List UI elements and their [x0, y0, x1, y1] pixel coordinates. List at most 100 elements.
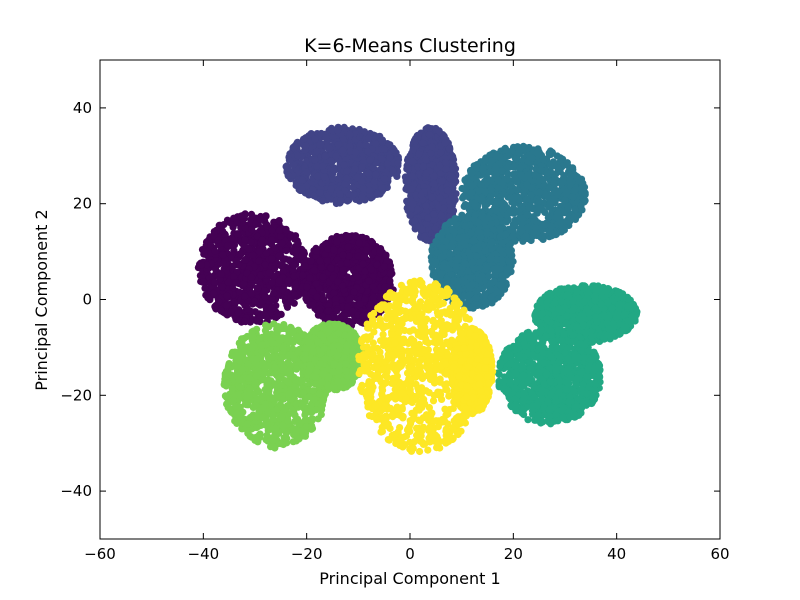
- data-point: [428, 143, 436, 151]
- data-point: [346, 130, 354, 139]
- data-point: [330, 166, 338, 174]
- data-point: [372, 170, 380, 179]
- data-point: [309, 288, 317, 296]
- data-point: [218, 283, 227, 291]
- data-point: [404, 165, 412, 173]
- data-point: [386, 277, 394, 285]
- data-point: [282, 226, 290, 235]
- data-point: [522, 232, 530, 240]
- data-point: [409, 200, 417, 208]
- data-point: [492, 164, 500, 172]
- data-point: [487, 196, 495, 204]
- data-point: [319, 162, 327, 170]
- data-point: [422, 156, 430, 164]
- data-point: [380, 145, 389, 153]
- data-point: [300, 248, 308, 256]
- data-point: [199, 278, 207, 286]
- data-point: [364, 169, 372, 177]
- data-point: [531, 171, 539, 179]
- data-point: [408, 157, 417, 165]
- data-point: [270, 289, 278, 297]
- data-point: [364, 148, 372, 156]
- data-point: [481, 188, 489, 196]
- data-point: [525, 203, 533, 212]
- data-point: [200, 247, 208, 256]
- data-point: [430, 180, 438, 188]
- data-point: [197, 261, 205, 269]
- data-point: [247, 273, 256, 281]
- data-point: [275, 217, 283, 225]
- data-point: [345, 317, 353, 325]
- data-point: [292, 246, 300, 255]
- data-point: [303, 283, 311, 291]
- data-point: [435, 127, 443, 135]
- data-point: [318, 312, 326, 320]
- data-point: [539, 176, 547, 184]
- data-point: [556, 154, 564, 162]
- data-point: [554, 209, 562, 217]
- data-point: [376, 247, 384, 255]
- data-point: [539, 156, 548, 164]
- data-point: [344, 243, 352, 251]
- data-point: [201, 284, 209, 292]
- data-point: [547, 222, 555, 230]
- data-point: [234, 309, 243, 317]
- data-point: [350, 288, 358, 296]
- data-point: [437, 212, 445, 220]
- data-point: [487, 176, 495, 184]
- data-point: [223, 301, 231, 309]
- data-point: [505, 152, 513, 160]
- data-point: [518, 225, 526, 233]
- data-point: [310, 192, 318, 200]
- data-point: [390, 146, 398, 154]
- data-point: [355, 239, 363, 247]
- data-point: [333, 307, 341, 315]
- data-point: [566, 175, 574, 183]
- data-point: [333, 238, 341, 246]
- data-point: [229, 262, 237, 270]
- data-point: [310, 266, 318, 274]
- data-point: [419, 162, 427, 171]
- data-point: [275, 277, 283, 285]
- data-point: [241, 292, 249, 301]
- data-point: [311, 156, 319, 164]
- data-point: [373, 190, 381, 198]
- data-point: [339, 251, 347, 259]
- data-point: [569, 193, 577, 201]
- data-point: [425, 131, 433, 139]
- data-point: [223, 292, 231, 300]
- data-point: [313, 172, 321, 180]
- data-point: [300, 135, 308, 143]
- data-point: [303, 168, 311, 176]
- data-point: [548, 230, 556, 238]
- data-point: [330, 289, 338, 297]
- data-point: [334, 175, 342, 183]
- data-point: [360, 128, 368, 136]
- data-point: [475, 187, 483, 195]
- data-point: [241, 236, 249, 244]
- data-point: [570, 213, 578, 221]
- data-point: [359, 260, 367, 268]
- data-point: [316, 141, 324, 149]
- data-point: [343, 174, 351, 182]
- data-point: [478, 197, 486, 205]
- data-point: [369, 293, 378, 301]
- data-point: [378, 136, 387, 144]
- data-point: [361, 295, 369, 303]
- data-point: [298, 176, 306, 184]
- data-point: [278, 261, 286, 269]
- data-point: [503, 175, 511, 183]
- data-point: [360, 253, 368, 262]
- data-point: [322, 134, 330, 142]
- data-point: [571, 186, 579, 194]
- data-point: [219, 227, 227, 235]
- data-point: [217, 307, 225, 315]
- data-point: [351, 148, 360, 156]
- data-point: [220, 221, 228, 229]
- data-point: [415, 150, 423, 158]
- data-point: [539, 235, 547, 243]
- chart-title: K=6-Means Clustering: [304, 35, 516, 57]
- data-point: [344, 273, 352, 281]
- data-point: [204, 294, 212, 302]
- data-point: [514, 144, 522, 152]
